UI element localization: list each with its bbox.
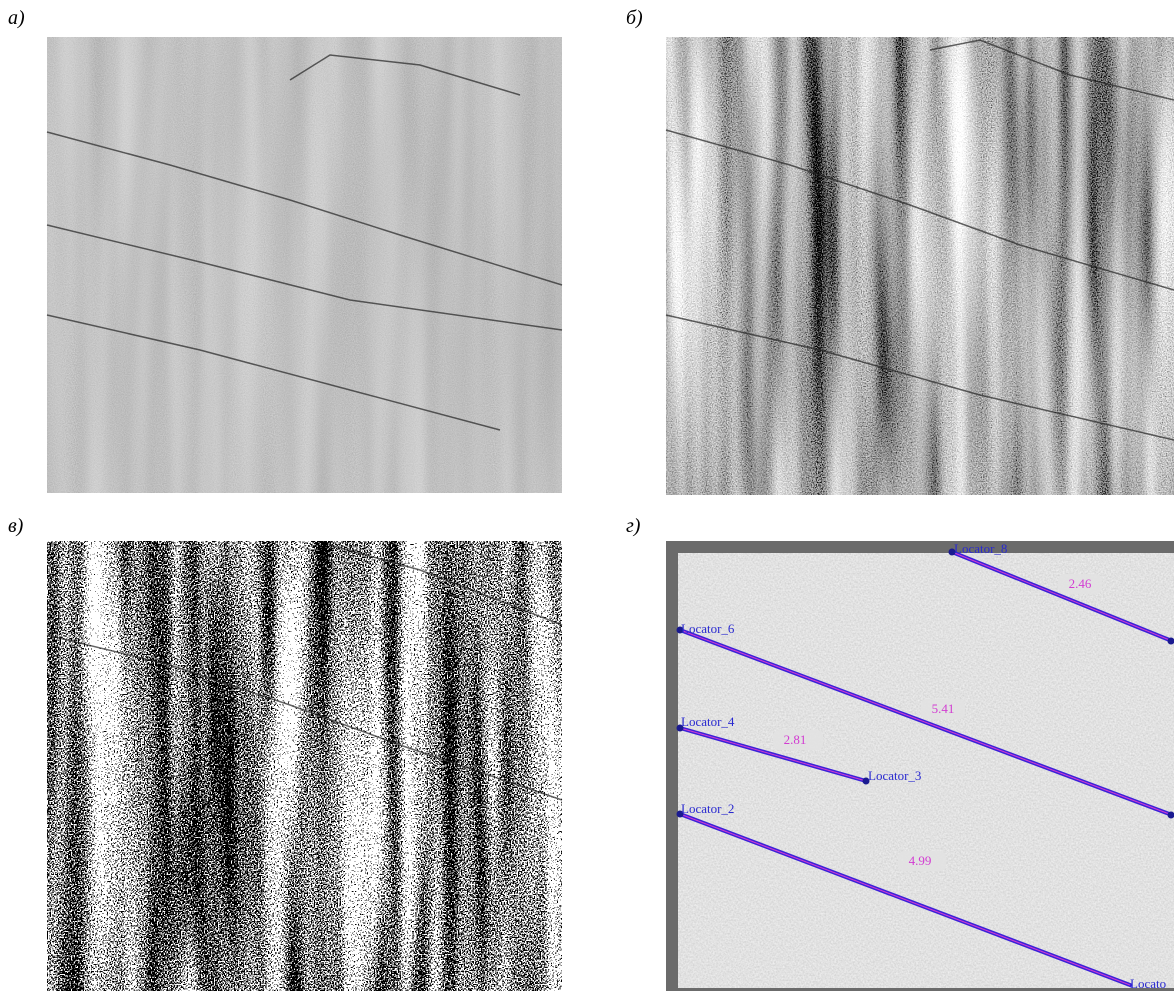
locator-label: Locator_6 bbox=[681, 621, 735, 636]
figure: а) б) в) г) bbox=[0, 0, 1174, 991]
locator-label: Locator_3 bbox=[868, 768, 921, 783]
filtered-image bbox=[678, 553, 1174, 988]
grayscale-image bbox=[47, 37, 562, 493]
measurement-label: 5.41 bbox=[932, 701, 955, 716]
locator-label: Locator_8 bbox=[954, 541, 1007, 556]
panel-label: б) bbox=[626, 7, 643, 29]
measurement-label: 2.46 bbox=[1069, 576, 1092, 591]
measurement-label: 2.81 bbox=[784, 732, 807, 747]
measurement-label: 4.99 bbox=[909, 853, 932, 868]
binary-image bbox=[47, 541, 562, 991]
locator-label: Locator_4 bbox=[681, 714, 735, 729]
panel-label: а) bbox=[8, 7, 25, 29]
locator-label: Locator_2 bbox=[681, 801, 734, 816]
locator-label: Locato bbox=[1130, 976, 1166, 991]
panel-label: г) bbox=[626, 515, 641, 537]
panel-label: в) bbox=[8, 515, 24, 537]
contrast-image bbox=[666, 37, 1174, 495]
